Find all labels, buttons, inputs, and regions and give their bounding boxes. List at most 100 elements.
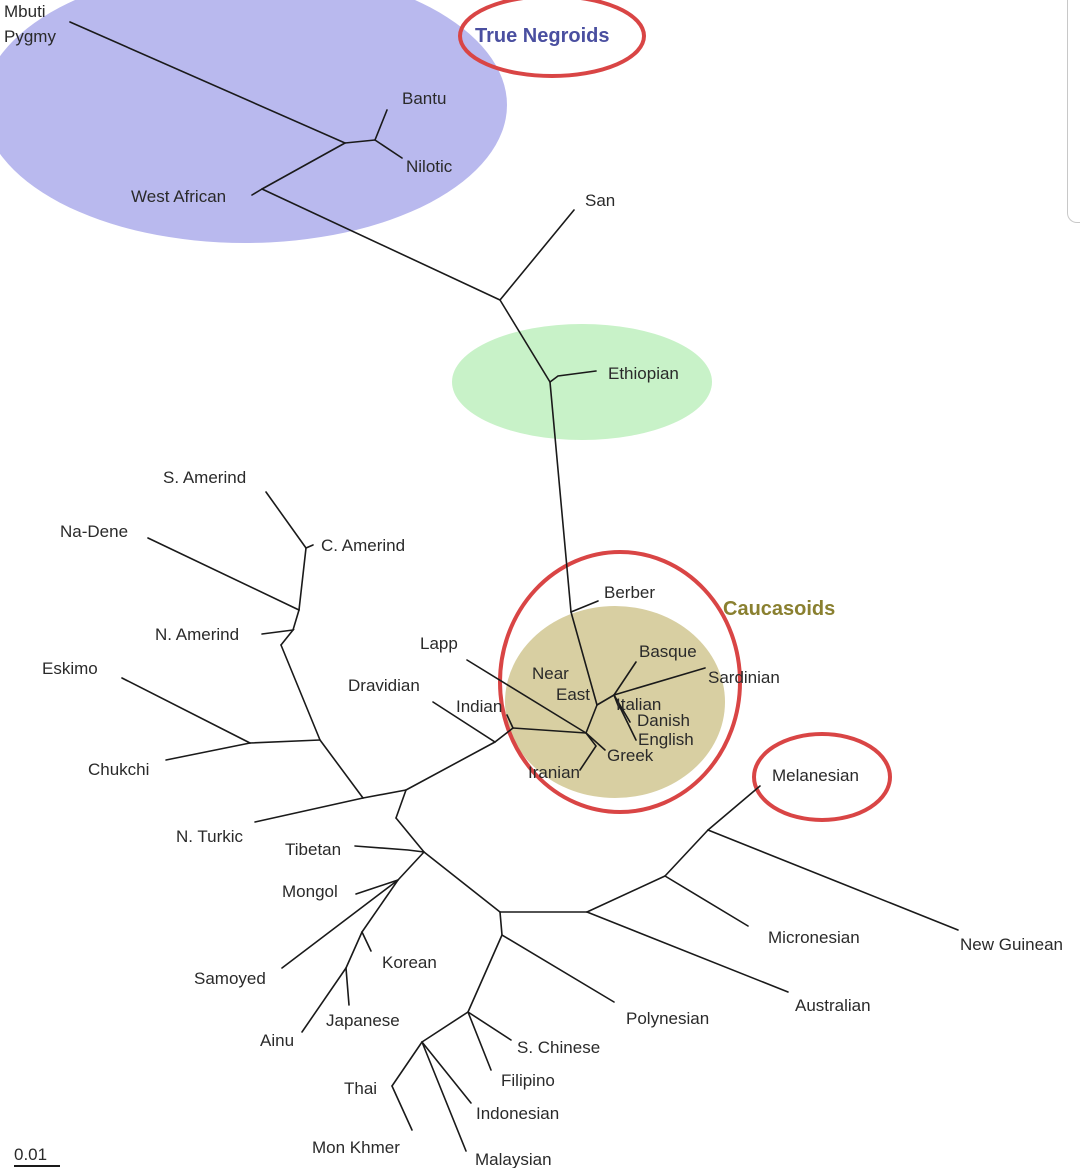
label-pygmy: Pygmy [4, 27, 56, 46]
branch-ethiopian [549, 370, 597, 383]
label-n-amerind: N. Amerind [155, 625, 239, 644]
branch-mon-khmer [391, 1085, 413, 1131]
scroll-edge [1067, 0, 1080, 223]
branch-african-internal [344, 139, 376, 144]
label-filipino: Filipino [501, 1071, 555, 1090]
negroids-circle [458, 0, 646, 78]
branch-australian [586, 911, 789, 993]
leaf-labels: Mbuti Pygmy Bantu Nilotic West African S… [4, 2, 1063, 1169]
branch-new-guinean [707, 829, 959, 931]
melanesian-circle [752, 732, 892, 822]
branch-bantu [374, 109, 388, 141]
branch-west-african-up [261, 142, 346, 190]
scale-label: 0.01 [14, 1145, 47, 1164]
label-ethiopian: Ethiopian [608, 364, 679, 383]
branch-trunk-3 [549, 381, 572, 613]
negroid-region [0, 0, 507, 243]
branch-ainu [301, 967, 347, 1033]
branch-korean-japanese [345, 931, 363, 969]
label-samoyed: Samoyed [194, 969, 266, 988]
branch-melanesian-node [664, 829, 709, 877]
caucasoids-circle [498, 550, 742, 814]
caucasoids-title: Caucasoids [723, 598, 835, 620]
branch-malaysian [421, 1041, 467, 1152]
branch-lapp [466, 659, 587, 734]
label-indian: Indian [456, 697, 502, 716]
branch-to-indian [512, 727, 587, 734]
branch-trunk-2 [499, 299, 551, 383]
label-polynesian: Polynesian [626, 1009, 709, 1028]
branch-s-amerind [265, 491, 307, 549]
label-danish: Danish [637, 711, 690, 730]
label-melanesian: Melanesian [772, 766, 859, 785]
branch-trunk-1 [261, 188, 501, 301]
label-korean: Korean [382, 953, 437, 972]
label-sardinian: Sardinian [708, 668, 780, 687]
branch-tibetan-leaf [354, 845, 425, 853]
label-mon-khmer: Mon Khmer [312, 1138, 400, 1157]
branch-s-chinese [467, 1011, 512, 1041]
label-english: English [638, 730, 694, 749]
label-mbuti: Mbuti [4, 2, 46, 21]
label-lapp: Lapp [420, 634, 458, 653]
tree-branches [69, 21, 959, 1152]
label-nilotic: Nilotic [406, 157, 453, 176]
branch-mongol [355, 879, 399, 895]
branch-ne-asia-stem [397, 851, 425, 881]
label-san: San [585, 191, 615, 210]
branch-eskimo [121, 677, 251, 744]
label-malaysian: Malaysian [475, 1150, 552, 1168]
branch-amerind-up-2 [298, 547, 307, 611]
branch-west-african [251, 188, 263, 196]
branch-n-amerind [261, 628, 295, 646]
branch-se-stem [423, 851, 501, 913]
branch-japanese [345, 967, 350, 1006]
branch-amerind-up [292, 609, 300, 631]
branch-sardinian [613, 667, 706, 696]
branch-korean [361, 931, 372, 952]
branch-n-turkic [254, 797, 364, 823]
branch-san [499, 209, 575, 301]
label-basque: Basque [639, 642, 697, 661]
label-australian: Australian [795, 996, 871, 1015]
branch-indonesian [421, 1041, 472, 1104]
label-chukchi: Chukchi [88, 760, 149, 779]
label-japanese: Japanese [326, 1011, 400, 1030]
label-dravidian: Dravidian [348, 676, 420, 695]
branch-oceania-node [586, 875, 666, 913]
branch-filipino [467, 1011, 492, 1071]
label-na-dene: Na-Dene [60, 522, 128, 541]
branch-nilotic [374, 139, 403, 159]
branch-mbuti [69, 21, 346, 144]
label-iranian: Iranian [528, 763, 580, 782]
branch-samoyed [281, 879, 399, 969]
branch-chukchi [165, 742, 251, 761]
caucasoid-region [505, 606, 725, 798]
label-berber: Berber [604, 583, 655, 602]
label-new-guinean: New Guinean [960, 935, 1063, 954]
branch-cauc-node [596, 694, 615, 706]
branch-iranian [579, 732, 597, 771]
branch-node-a [362, 789, 407, 799]
branch-tibetan [395, 817, 425, 853]
branch-near-east [585, 704, 598, 734]
label-n-turkic: N. Turkic [176, 827, 244, 846]
label-thai: Thai [344, 1079, 377, 1098]
branch-ne-asia-2 [361, 879, 399, 933]
label-east: East [556, 685, 590, 704]
branch-berber [570, 600, 599, 613]
label-ainu: Ainu [260, 1031, 294, 1050]
label-c-amerind: C. Amerind [321, 536, 405, 555]
label-bantu: Bantu [402, 89, 446, 108]
branch-c-amerind [305, 544, 314, 549]
branch-caucasoid-stem [570, 611, 598, 706]
branch-melanesian [707, 785, 761, 831]
branch-trunk-asia [405, 741, 496, 791]
ethiopian-region [452, 324, 712, 440]
label-mongol: Mongol [282, 882, 338, 901]
label-near: Near [532, 664, 569, 683]
label-s-chinese: S. Chinese [517, 1038, 600, 1057]
label-tibetan: Tibetan [285, 840, 341, 859]
